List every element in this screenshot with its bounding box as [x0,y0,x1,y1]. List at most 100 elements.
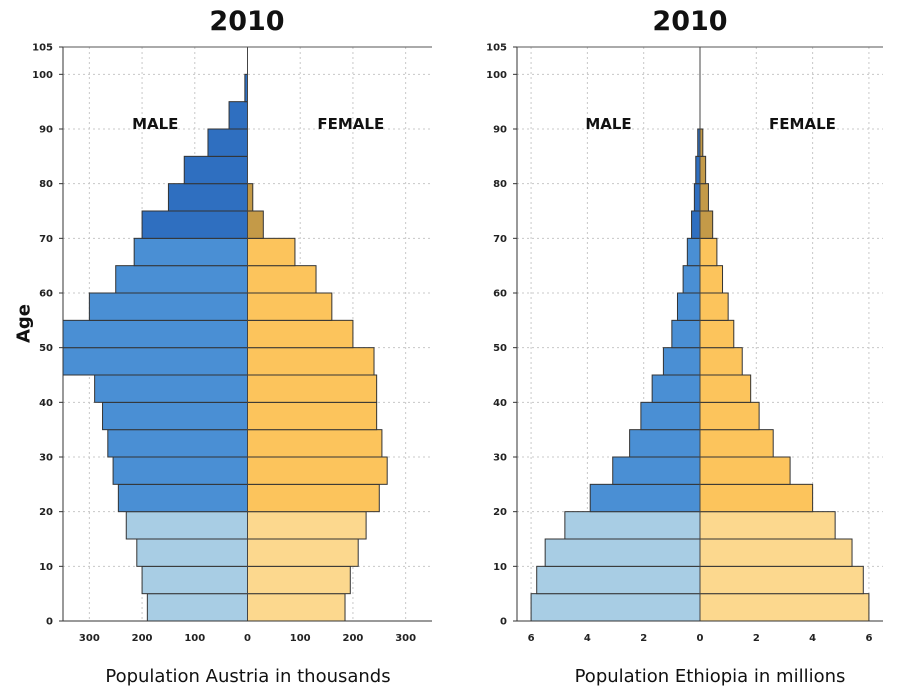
austria-female-label: FEMALE [317,115,384,133]
austria-male-bar [62,347,248,376]
ethiopia-male-bar [682,265,701,294]
ethiopia-female-bar [699,593,870,622]
ethiopia-y-tick-label: 30 [493,453,507,464]
ethiopia-y-tick-label: 90 [493,125,507,136]
austria-male-bar [136,538,248,567]
ethiopia-male-bar [671,319,701,349]
ethiopia-female-bar [699,265,724,294]
ethiopia-female-bar [699,347,743,376]
austria-female-bar [247,456,388,485]
ethiopia-x-tick-label: 6 [528,633,535,644]
ethiopia-x-tick-label: 6 [865,633,872,644]
austria-female-bar [247,237,296,267]
ethiopia-y-tick-label: 10 [493,562,507,573]
ethiopia-x-tick-label: 0 [697,633,704,644]
austria-x-tick-label: 200 [132,633,153,644]
ethiopia-y-tick-label: 100 [486,70,507,81]
austria-male-bar [133,237,249,267]
austria-x-tick-label: 200 [342,633,363,644]
austria-male-bar [207,128,248,157]
austria-male-bar [107,429,248,458]
ethiopia-male-bar [640,401,701,431]
ethiopia-y-tick-label: 60 [493,289,507,300]
austria-female-bar [247,429,383,458]
austria-female-bar [247,183,254,212]
austria-female-bar [247,401,378,431]
austria-female-bar [247,565,351,595]
ethiopia-male-bar [693,183,701,212]
austria-male-bar [228,101,249,130]
ethiopia-y-tick-label: 0 [500,617,507,628]
austria-male-bar [146,593,248,622]
austria-male-bar [115,265,249,294]
austria-female-bar [247,210,264,239]
ethiopia-male-bar [564,511,701,540]
ethiopia-y-tick-label: 50 [493,343,507,354]
austria-y-tick-label: 90 [39,125,53,136]
austria-y-tick-label: 40 [39,398,53,409]
ethiopia-female-bar [699,565,864,595]
ethiopia-female-bar [699,183,709,212]
austria-y-tick-label: 50 [39,343,53,354]
ethiopia-male-bar [629,429,701,458]
austria-female-bar [247,538,359,567]
ethiopia-x-tick-label: 4 [584,633,591,644]
austria-female-bar [247,265,317,294]
austria-female-bar [247,593,346,622]
austria-chart-caption: Population Austria in thousands [105,666,391,687]
austria-y-tick-label: 0 [46,617,53,628]
austria-female-bar [247,319,354,349]
ethiopia-female-bar [699,237,718,267]
ethiopia-male-bar [695,155,701,185]
austria-male-bar [167,183,248,212]
austria-y-tick-label: 20 [39,507,53,518]
ethiopia-male-bar [536,565,701,595]
austria-x-tick-label: 300 [79,633,100,644]
austria-male-bar [62,319,248,349]
ethiopia-female-bar [699,374,752,403]
ethiopia-male-bar [686,237,701,267]
austria-x-tick-label: 0 [244,633,251,644]
ethiopia-male-bar [651,374,701,403]
ethiopia-female-bar [699,292,729,321]
austria-y-tick-label: 70 [39,234,53,245]
austria-female-bar [247,374,378,403]
ethiopia-x-tick-label: 4 [809,633,816,644]
ethiopia-female-label: FEMALE [769,115,836,133]
austria-y-tick-label: 80 [39,179,53,190]
austria-female-bar [247,347,375,376]
ethiopia-female-bar [699,483,814,513]
austria-x-tick-label: 100 [184,633,205,644]
austria-male-bar [183,155,248,185]
austria-x-tick-label: 100 [290,633,311,644]
ethiopia-female-bar [699,319,735,349]
austria-y-tick-label: 105 [32,43,53,54]
austria-female-bar [247,483,380,513]
ethiopia-y-tick-label: 40 [493,398,507,409]
ethiopia-female-bar [699,456,791,485]
ethiopia-y-tick-label: 80 [493,179,507,190]
ethiopia-x-tick-label: 2 [640,633,647,644]
ethiopia-chart-title: 2010 [652,6,728,37]
ethiopia-male-bar [544,538,701,567]
ethiopia-x-tick-label: 2 [753,633,760,644]
austria-x-tick-label: 300 [395,633,416,644]
ethiopia-male-label: MALE [585,115,631,133]
austria-male-bar [102,401,248,431]
austria-female-bar [247,511,367,540]
ethiopia-y-tick-label: 105 [486,43,507,54]
austria-y-tick-label: 60 [39,289,53,300]
ethiopia-female-bar [699,401,760,431]
ethiopia-y-tick-label: 70 [493,234,507,245]
ethiopia-male-bar [676,292,701,321]
ethiopia-female-bar [699,429,774,458]
ethiopia-female-bar [699,538,853,567]
austria-y-tick-label: 10 [39,562,53,573]
ethiopia-female-bar [699,511,836,540]
ethiopia-male-bar [691,210,701,239]
ethiopia-male-bar [589,483,701,513]
austria-female-bar [247,292,333,321]
austria-male-bar [125,511,248,540]
austria-male-bar [112,456,249,485]
